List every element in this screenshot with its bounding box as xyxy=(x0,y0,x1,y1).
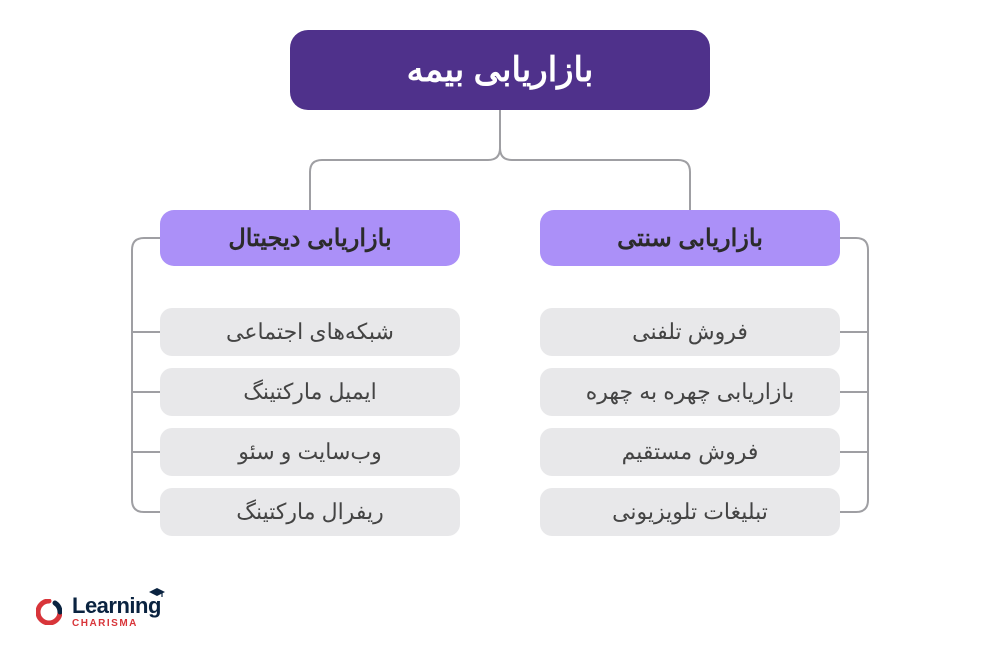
branch-digital: بازاریابی دیجیتال xyxy=(160,210,460,266)
leaf-traditional-0: فروش تلفنی xyxy=(540,308,840,356)
leaf-traditional-0-label: فروش تلفنی xyxy=(632,319,748,345)
leaf-traditional-2: فروش مستقیم xyxy=(540,428,840,476)
branch-digital-label: بازاریابی دیجیتال xyxy=(228,224,391,253)
logo-top-text-value: Learning xyxy=(72,593,161,618)
branch-traditional: بازاریابی سنتی xyxy=(540,210,840,266)
logo-bottom-text: CHARISMA xyxy=(72,619,161,629)
logo-mark-icon xyxy=(36,599,62,625)
root-label: بازاریابی بیمه xyxy=(407,50,594,90)
leaf-traditional-3-label: تبلیغات تلویزیونی xyxy=(612,499,768,525)
leaf-digital-3: ریفرال مارکتینگ xyxy=(160,488,460,536)
branch-traditional-label: بازاریابی سنتی xyxy=(617,224,763,253)
graduation-cap-icon xyxy=(149,588,165,600)
leaf-traditional-3: تبلیغات تلویزیونی xyxy=(540,488,840,536)
root-node: بازاریابی بیمه xyxy=(290,30,710,110)
leaf-digital-0: شبکه‌های اجتماعی xyxy=(160,308,460,356)
logo-top-text: Learning xyxy=(72,595,161,617)
leaf-digital-2-label: وب‌سایت و سئو xyxy=(238,439,381,465)
logo-text: Learning CHARISMA xyxy=(72,595,161,629)
leaf-digital-3-label: ریفرال مارکتینگ xyxy=(236,499,383,525)
brand-logo: Learning CHARISMA xyxy=(36,595,161,629)
leaf-traditional-2-label: فروش مستقیم xyxy=(622,439,759,465)
leaf-digital-2: وب‌سایت و سئو xyxy=(160,428,460,476)
leaf-digital-0-label: شبکه‌های اجتماعی xyxy=(226,319,394,345)
leaf-digital-1: ایمیل مارکتینگ xyxy=(160,368,460,416)
leaf-traditional-1-label: بازاریابی چهره به چهره xyxy=(586,379,795,405)
leaf-traditional-1: بازاریابی چهره به چهره xyxy=(540,368,840,416)
leaf-digital-1-label: ایمیل مارکتینگ xyxy=(243,379,377,405)
